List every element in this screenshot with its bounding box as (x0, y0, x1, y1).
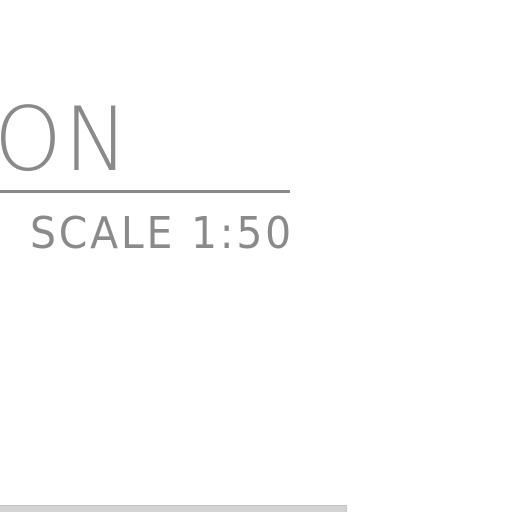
drawing-title-fragment: ON (0, 88, 131, 191)
scale-label: SCALE 1:50 (30, 208, 294, 259)
title-underline (0, 190, 290, 193)
bottom-panel-edge (0, 505, 347, 512)
